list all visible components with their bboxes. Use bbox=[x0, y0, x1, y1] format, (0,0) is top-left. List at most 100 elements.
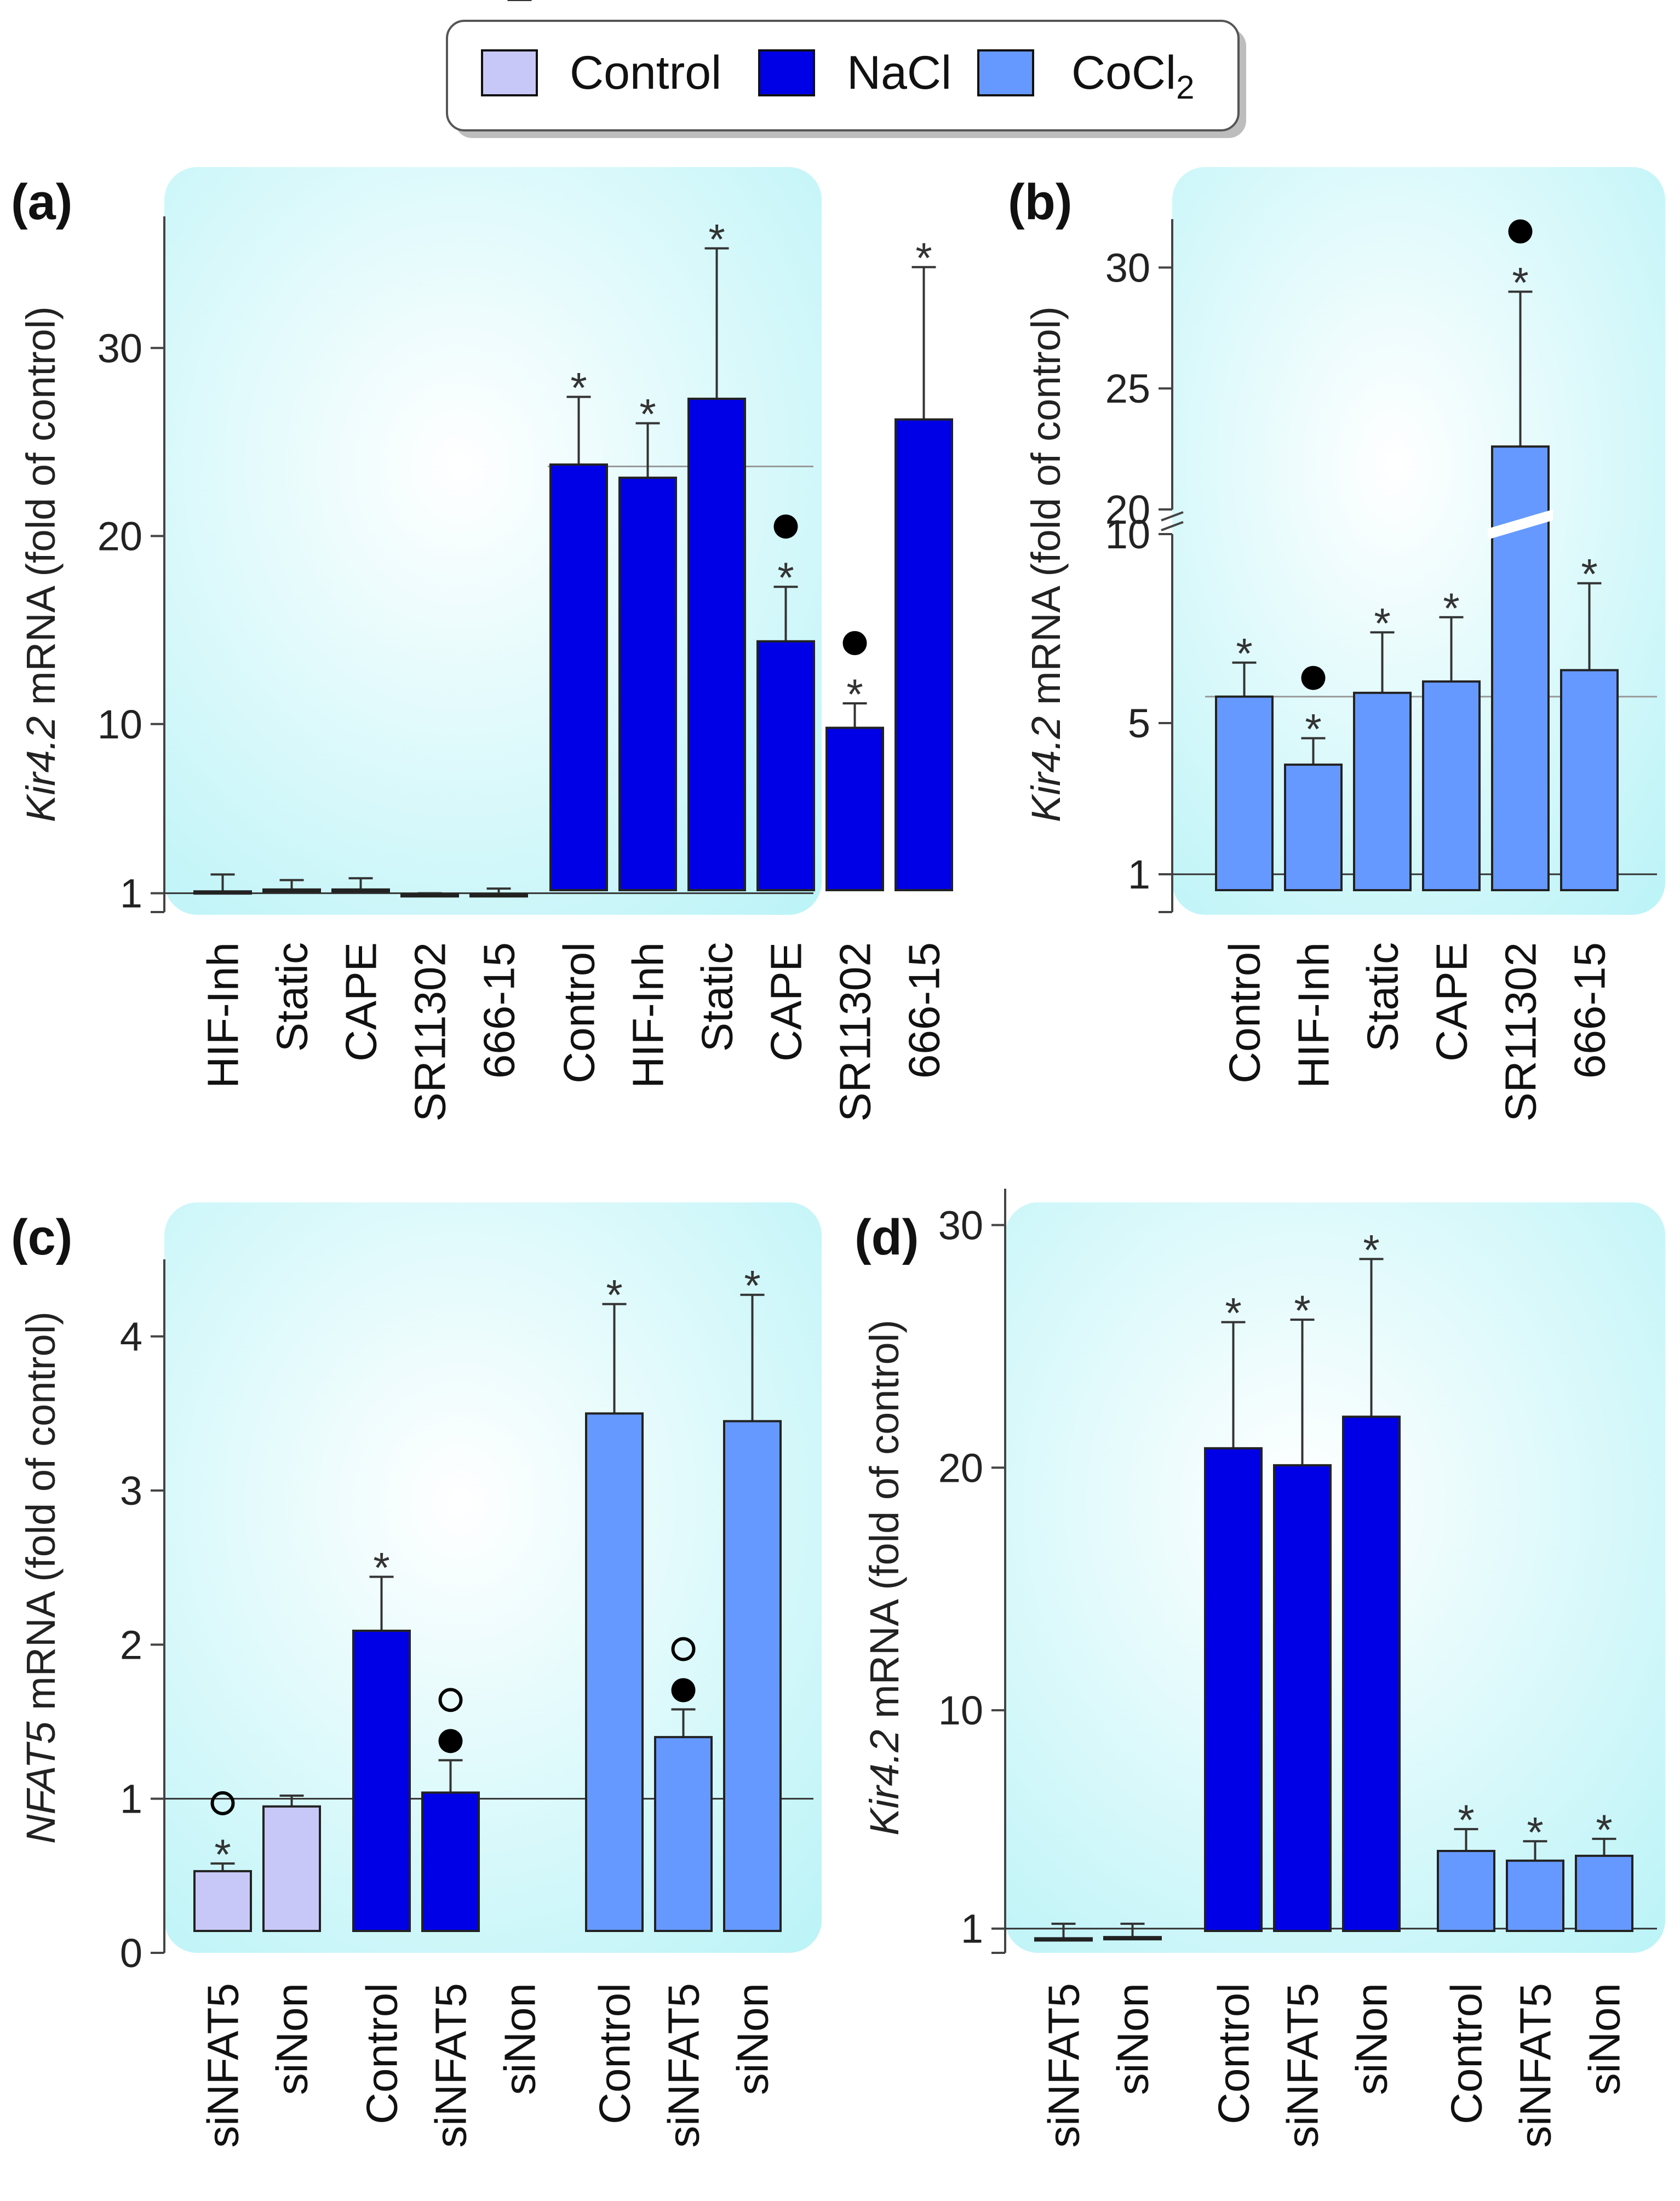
panel-d: (d) Kir4.2 mRNA (fold of control) 1 10 20 30 s… bbox=[855, 1189, 1665, 2148]
panel-label: (c) bbox=[11, 1210, 72, 1265]
category-label: HIF-Inh bbox=[199, 942, 248, 1088]
legend-label-cocl2: CoCl2 bbox=[1071, 47, 1195, 106]
category-label: Control bbox=[590, 1983, 639, 2124]
category-label: Static bbox=[693, 942, 742, 1052]
category-label: HIF-Inh bbox=[1289, 942, 1338, 1088]
significance-star: * bbox=[1527, 1808, 1543, 1856]
y-tick-label: 3 bbox=[120, 1468, 142, 1514]
bar bbox=[1353, 691, 1412, 892]
bar bbox=[1491, 445, 1550, 891]
y-axis-label: NFAT5 mRNA (fold of control) bbox=[18, 1311, 64, 1844]
significance-star: * bbox=[846, 670, 863, 718]
significance-star: * bbox=[1363, 1225, 1379, 1274]
significance-star: * bbox=[777, 553, 794, 601]
bar bbox=[1422, 680, 1481, 891]
category-label: Control bbox=[358, 1983, 406, 2124]
significance-dot bbox=[773, 514, 798, 539]
category-label: siNFAT5 bbox=[660, 1983, 708, 2148]
significance-star: * bbox=[606, 1271, 622, 1319]
bar bbox=[654, 1736, 713, 1932]
y-tick-label: 30 bbox=[98, 325, 142, 371]
panel-a: (a) Kir4.2 mRNA (fold of control) 1 10 20 30 H… bbox=[11, 167, 953, 1122]
bar bbox=[331, 888, 390, 893]
panel-background bbox=[1005, 1202, 1665, 1953]
bar bbox=[1273, 1464, 1332, 1933]
significance-star: * bbox=[1581, 550, 1597, 598]
y-tick-label: 0 bbox=[120, 1930, 142, 1976]
significance-dot bbox=[671, 1678, 696, 1703]
category-label: CAPE bbox=[337, 942, 386, 1062]
category-label: siNFAT5 bbox=[427, 1983, 475, 2148]
significance-star: * bbox=[1294, 1286, 1310, 1334]
bar bbox=[1103, 1936, 1162, 1941]
y-tick-label: 2 bbox=[120, 1622, 142, 1667]
bar bbox=[1560, 669, 1619, 892]
bar bbox=[1575, 1854, 1633, 1933]
y-tick-label: 10 bbox=[98, 702, 142, 747]
y-axis-label: Kir4.2 mRNA (fold of control) bbox=[862, 1320, 907, 1836]
significance-dot bbox=[438, 1729, 463, 1753]
category-label: HIF-Inh bbox=[624, 942, 673, 1088]
axis-break-mark bbox=[1161, 511, 1184, 521]
significance-star: * bbox=[1374, 599, 1390, 647]
category-label: CAPE bbox=[762, 942, 811, 1062]
legend: Control NaCl CoCl2 bbox=[446, 20, 1246, 138]
significance-star: * bbox=[1512, 259, 1528, 307]
bar bbox=[756, 640, 815, 891]
y-tick-label: 20 bbox=[1105, 487, 1150, 532]
y-tick-label: 10 bbox=[1105, 512, 1150, 557]
category-label: siNFAT5 bbox=[1511, 1983, 1560, 2148]
significance-star: * bbox=[373, 1544, 389, 1592]
bar bbox=[825, 726, 884, 891]
legend-swatch-control bbox=[481, 49, 538, 96]
significance-star: * bbox=[570, 364, 587, 412]
significance-star: * bbox=[915, 234, 932, 282]
y-tick-label: 20 bbox=[98, 514, 142, 559]
category-label: Control bbox=[1442, 1983, 1491, 2124]
y-tick-label: 1 bbox=[1128, 852, 1150, 897]
significance-star: * bbox=[639, 390, 656, 438]
bar bbox=[469, 893, 528, 898]
panel-label: (a) bbox=[11, 174, 72, 230]
category-label: 666-15 bbox=[475, 942, 524, 1079]
bar bbox=[687, 397, 746, 891]
y-tick-label: 30 bbox=[938, 1202, 983, 1248]
bar bbox=[352, 1630, 411, 1933]
significance-dot bbox=[842, 631, 867, 655]
legend-swatch-nacl bbox=[758, 49, 815, 96]
significance-star: * bbox=[1443, 584, 1459, 632]
significance-dot bbox=[1508, 219, 1533, 244]
bar bbox=[1215, 695, 1274, 891]
significance-circle bbox=[438, 1688, 463, 1712]
significance-star: * bbox=[1596, 1805, 1612, 1854]
y-axis-label: Kir4.2 mRNA (fold of control) bbox=[18, 306, 64, 822]
y-tick-label: 5 bbox=[1128, 701, 1150, 746]
bar bbox=[193, 1870, 252, 1932]
y-axis-label: Kir4.2 mRNA (fold of control) bbox=[1023, 306, 1069, 822]
bar bbox=[723, 1420, 782, 1932]
category-label: siNon bbox=[1109, 1983, 1157, 2095]
bar bbox=[1506, 1859, 1564, 1933]
y-tick-label: 4 bbox=[120, 1314, 142, 1360]
significance-star: * bbox=[1458, 1796, 1474, 1844]
significance-dot bbox=[1301, 666, 1326, 690]
category-label: Control bbox=[1209, 1983, 1258, 2124]
category-label: SR11302 bbox=[406, 942, 455, 1122]
bar bbox=[1437, 1850, 1495, 1932]
significance-star: * bbox=[1305, 705, 1321, 753]
bar bbox=[400, 893, 459, 898]
bar bbox=[262, 1805, 321, 1933]
category-label: 666-15 bbox=[1566, 942, 1614, 1079]
legend-label-nacl: NaCl bbox=[847, 47, 951, 99]
y-tick-label: 30 bbox=[1105, 245, 1150, 290]
category-label: SR11302 bbox=[831, 942, 880, 1122]
category-label: siNon bbox=[1348, 1983, 1396, 2095]
significance-star: * bbox=[1236, 629, 1252, 678]
bar bbox=[1034, 1937, 1093, 1942]
legend-label-control: Control bbox=[570, 47, 721, 99]
significance-star: * bbox=[744, 1262, 760, 1310]
panel-c: (c) NFAT5 mRNA (fold of control) 0 1 2 3 4 * siN… bbox=[11, 0, 822, 2148]
bar bbox=[193, 890, 252, 895]
category-label: siNFAT5 bbox=[1040, 1983, 1088, 2148]
